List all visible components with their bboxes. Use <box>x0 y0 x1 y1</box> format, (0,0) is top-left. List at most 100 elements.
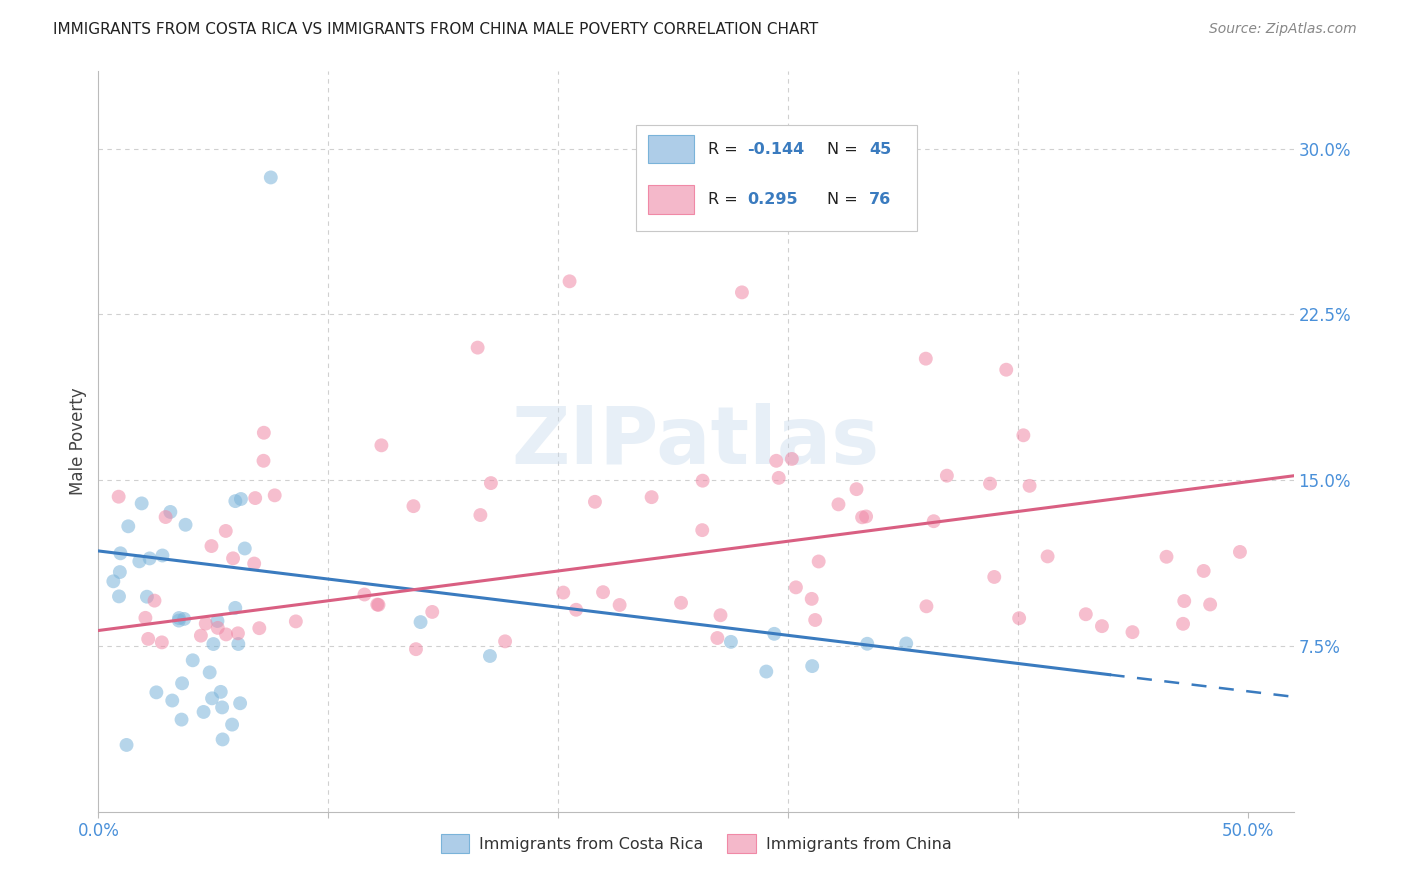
Legend: Immigrants from Costa Rica, Immigrants from China: Immigrants from Costa Rica, Immigrants f… <box>434 828 957 859</box>
Point <box>263 488 285 502</box>
Point <box>983 570 1005 584</box>
Text: R =: R = <box>709 142 742 157</box>
Point <box>181 653 204 667</box>
Point <box>103 574 125 589</box>
Point <box>609 598 631 612</box>
Point <box>827 497 849 511</box>
FancyBboxPatch shape <box>648 135 693 163</box>
Point <box>558 274 581 288</box>
Point <box>845 482 868 496</box>
Point <box>207 614 229 628</box>
Point <box>467 341 489 355</box>
Point <box>226 626 249 640</box>
Point <box>134 611 156 625</box>
Point <box>470 508 492 522</box>
Point <box>479 476 502 491</box>
Text: Source: ZipAtlas.com: Source: ZipAtlas.com <box>1209 22 1357 37</box>
Point <box>117 519 139 533</box>
Point <box>1173 594 1195 608</box>
Point <box>804 613 827 627</box>
Point <box>765 454 787 468</box>
Point <box>922 514 945 528</box>
Point <box>198 665 221 680</box>
Point <box>807 554 830 568</box>
Point <box>731 285 754 300</box>
Point <box>801 659 824 673</box>
Point <box>709 608 731 623</box>
Point <box>136 632 159 646</box>
Y-axis label: Male Poverty: Male Poverty <box>69 388 87 495</box>
Point <box>172 676 194 690</box>
Point <box>145 685 167 699</box>
Point <box>155 510 177 524</box>
Point <box>1018 479 1040 493</box>
Point <box>253 425 276 440</box>
Point <box>221 717 243 731</box>
Point <box>190 629 212 643</box>
Point <box>1008 611 1031 625</box>
Point <box>553 585 575 599</box>
Point <box>785 580 807 594</box>
Point <box>1156 549 1178 564</box>
Point <box>420 605 443 619</box>
Point <box>229 491 252 506</box>
Point <box>209 685 232 699</box>
Point <box>1171 616 1194 631</box>
Point <box>370 438 392 452</box>
Point <box>224 600 246 615</box>
Point <box>692 474 714 488</box>
Point <box>755 665 778 679</box>
Point <box>174 517 197 532</box>
Point <box>252 454 274 468</box>
Point <box>131 496 153 510</box>
Point <box>367 598 389 612</box>
Point <box>284 615 307 629</box>
Point <box>229 696 252 710</box>
Point <box>914 351 936 366</box>
Point <box>1199 598 1222 612</box>
Point <box>640 490 662 504</box>
Point <box>763 627 786 641</box>
Point <box>706 631 728 645</box>
Point <box>1121 625 1143 640</box>
Point <box>207 621 229 635</box>
Point <box>1091 619 1114 633</box>
Point <box>592 585 614 599</box>
Point <box>136 590 159 604</box>
Point <box>855 509 877 524</box>
Point <box>856 637 879 651</box>
Point <box>152 549 174 563</box>
Point <box>167 611 190 625</box>
Text: 0.295: 0.295 <box>748 192 799 207</box>
Point <box>115 738 138 752</box>
Point <box>143 593 166 607</box>
Point <box>162 693 184 707</box>
Point <box>366 598 388 612</box>
Point <box>150 635 173 649</box>
Point <box>402 499 425 513</box>
Point <box>159 505 181 519</box>
Point <box>583 495 606 509</box>
Text: N =: N = <box>827 142 863 157</box>
Text: R =: R = <box>709 192 748 207</box>
Point <box>215 524 238 538</box>
Text: 76: 76 <box>869 192 891 207</box>
Point <box>565 603 588 617</box>
Point <box>800 591 823 606</box>
Point <box>478 648 501 663</box>
Point <box>494 634 516 648</box>
Point <box>405 642 427 657</box>
Point <box>202 637 225 651</box>
Point <box>1074 607 1097 622</box>
Point <box>353 587 375 601</box>
Text: IMMIGRANTS FROM COSTA RICA VS IMMIGRANTS FROM CHINA MALE POVERTY CORRELATION CHA: IMMIGRANTS FROM COSTA RICA VS IMMIGRANTS… <box>53 22 818 37</box>
Point <box>193 705 215 719</box>
Point <box>108 565 131 579</box>
Point <box>200 539 222 553</box>
Text: N =: N = <box>827 192 863 207</box>
Point <box>243 557 266 571</box>
Point <box>1036 549 1059 564</box>
Point <box>201 691 224 706</box>
Point <box>211 700 233 714</box>
Point <box>260 170 283 185</box>
